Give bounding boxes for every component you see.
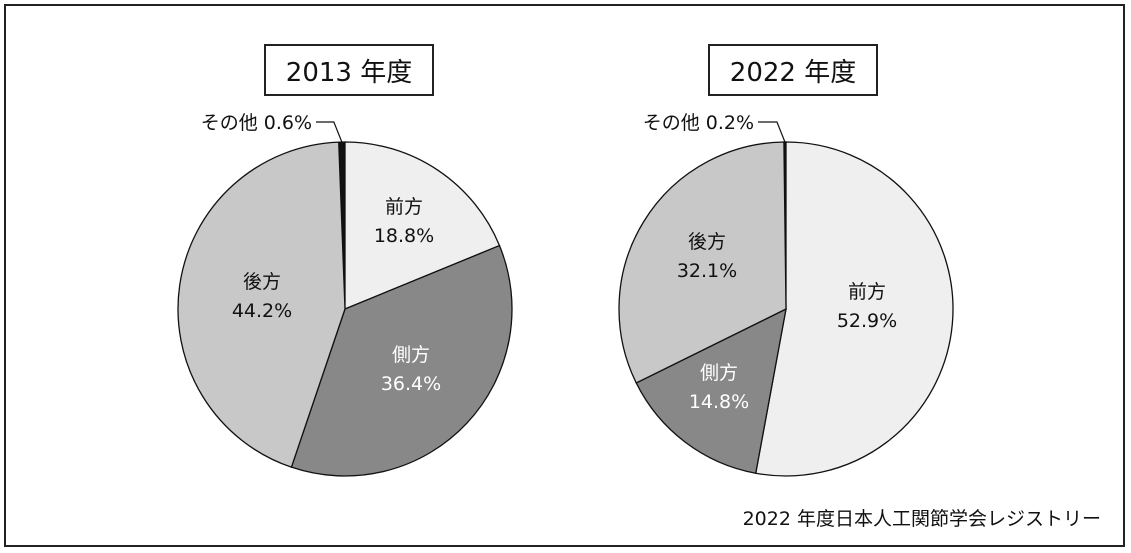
pie1-label-側方: 側方 (700, 362, 738, 384)
pie0-slice-後方 (177, 141, 346, 468)
pie0-slice-側方 (290, 244, 513, 477)
pie1-label-前方: 前方 (848, 281, 886, 303)
pie0-label-前方: 前方 (385, 196, 423, 218)
pie0-value-前方: 18.8% (374, 225, 434, 247)
chart-title-2013: 2013 年度 (264, 44, 434, 96)
chart-title-2013-text: 2013 年度 (285, 57, 413, 88)
pie0-value-側方: 36.4% (381, 373, 441, 395)
pie0-value-後方: 44.2% (232, 300, 292, 322)
pie1-slice-側方 (635, 307, 787, 474)
pie1-value-後方: 32.1% (677, 260, 737, 282)
pie1-slice-前方 (754, 141, 954, 477)
chart-title-2022-text: 2022 年度 (729, 57, 857, 88)
pie0-leader-line (316, 121, 343, 143)
pie-charts-svg: その他 0.6% 前方 18.8% 側方 36.4% 後方 44.2% その他 0.2% 前方 5… (177, 112, 954, 477)
pie0-label-後方: 後方 (243, 271, 281, 293)
pie1-leader-line (758, 121, 786, 143)
source-note: 2022 年度日本人工関節学会レジストリー (742, 508, 1101, 530)
figure-frame: 2013 年度 2022 年度 その他 0.6% 前方 18.8% 側方 36.4% 後方… (4, 4, 1125, 547)
pie1-label-後方: 後方 (688, 231, 726, 253)
pie0-label-側方: 側方 (392, 344, 430, 366)
pie1-label-その他: その他 0.2% (643, 112, 754, 134)
pie1-value-前方: 52.9% (837, 310, 897, 332)
chart-title-2022: 2022 年度 (708, 44, 878, 96)
pie0-label-その他: その他 0.6% (201, 112, 312, 134)
pie0-slice-前方 (344, 141, 501, 310)
pie1-slice-後方 (618, 141, 787, 384)
pie1-value-側方: 14.8% (689, 391, 749, 413)
